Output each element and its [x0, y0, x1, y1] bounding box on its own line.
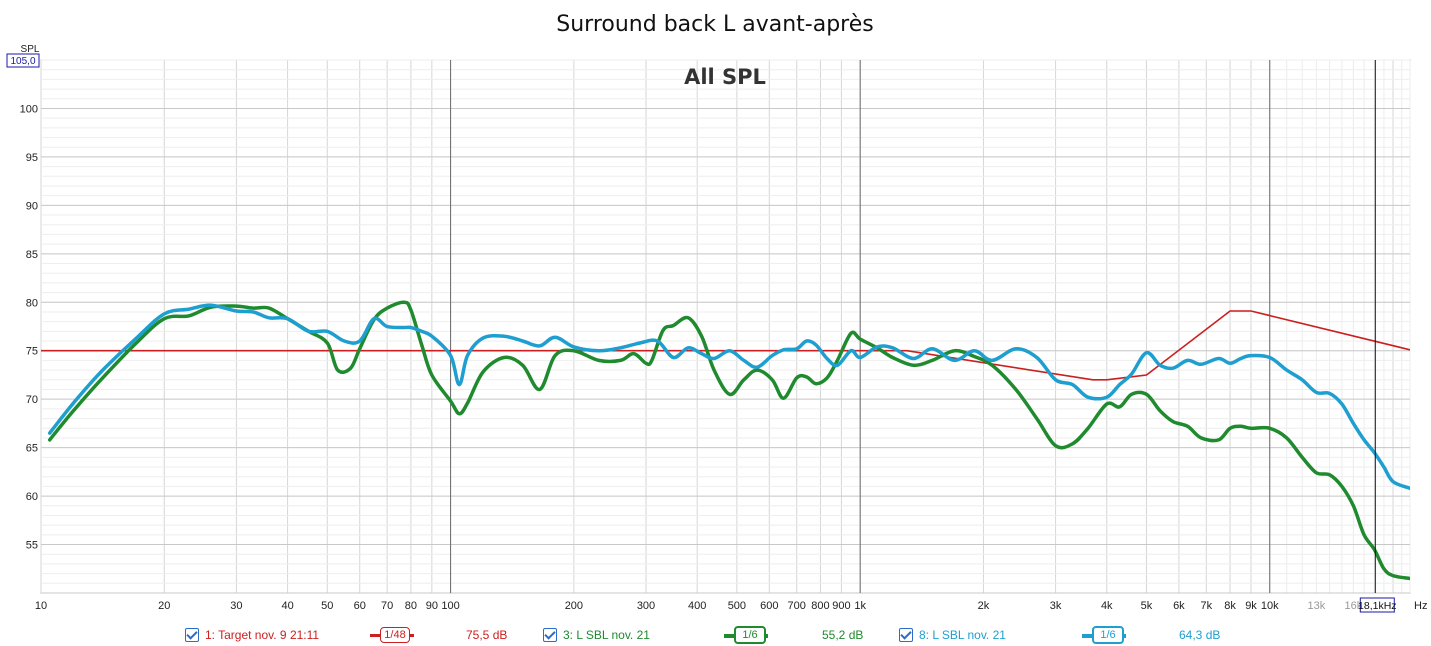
chart-subtitle: All SPL	[684, 65, 766, 89]
series-after	[47, 303, 1410, 491]
cursor-readout: 18,1kHz	[1358, 600, 1397, 612]
x-tick-label: 10	[35, 600, 47, 612]
y-axis-label: SPL	[21, 44, 40, 55]
legend-label-before: 3: L SBL nov. 21	[563, 628, 650, 642]
checkbox-icon[interactable]	[185, 628, 199, 642]
cursor-readout-box	[1359, 597, 1395, 613]
plot-area[interactable]	[40, 59, 1411, 594]
y-tick-label: 100	[20, 103, 38, 115]
x-tick-label: 6k	[1173, 600, 1185, 612]
smoothing-target[interactable]: 1/48	[370, 627, 424, 643]
y-tick-label: 60	[26, 491, 38, 503]
x-tick-label: 40	[281, 600, 293, 612]
x-tick-label: 20	[158, 600, 170, 612]
level-before: 55,2 dB	[822, 628, 864, 642]
x-tick-label: 2k	[978, 600, 990, 612]
y-readout-box	[6, 53, 40, 68]
y-tick-label: 85	[26, 249, 38, 261]
x-tick-label: 3k	[1050, 600, 1062, 612]
x-tick-label: 500	[728, 600, 746, 612]
x-tick-label: 9k	[1245, 600, 1257, 612]
y-tick-label: 55	[26, 540, 38, 552]
plot-frame	[40, 59, 1411, 594]
checkbox-icon[interactable]	[543, 628, 557, 642]
x-tick-label: 400	[688, 600, 706, 612]
legend-entry-target[interactable]: 1: Target nov. 9 21:11	[185, 626, 319, 644]
smoothing-label-target: 1/48	[380, 627, 410, 643]
legend-entry-after[interactable]: 8: L SBL nov. 21	[899, 626, 1006, 644]
x-tick-label: 50	[321, 600, 333, 612]
cursor[interactable]: 18,1kHz	[1358, 60, 1397, 613]
x-tick-label: 800	[811, 600, 829, 612]
x-tick-label: 70	[381, 600, 393, 612]
level-target: 75,5 dB	[466, 628, 508, 642]
x-tick-label: 200	[565, 600, 583, 612]
chart-title: Surround back L avant-après	[556, 12, 873, 37]
x-tick-label: 10k	[1261, 600, 1279, 612]
x-axis-unit: Hz	[1414, 600, 1427, 612]
y-readout: 105,0	[10, 56, 35, 67]
smoothing-label-after: 1/6	[1092, 626, 1124, 644]
series-before	[47, 300, 1410, 581]
x-tick-label: 5k	[1141, 600, 1153, 612]
legend-label-after: 8: L SBL nov. 21	[919, 628, 1006, 642]
y-tick-label: 95	[26, 152, 38, 164]
x-tick-label: 1k	[854, 600, 866, 612]
x-tick-label: 8k	[1224, 600, 1236, 612]
x-tick-label: 700	[788, 600, 806, 612]
x-tick-label: 600	[760, 600, 778, 612]
level-after: 64,3 dB	[1179, 628, 1221, 642]
x-tick-label: 900	[832, 600, 850, 612]
series-layer	[41, 300, 1410, 581]
y-tick-label: 65	[26, 443, 38, 455]
smoothing-label-before: 1/6	[734, 626, 766, 644]
y-tick-label: 75	[26, 346, 38, 358]
x-tick-label: 13k	[1308, 600, 1326, 612]
y-tick-label: 80	[26, 297, 38, 309]
x-tick-label: 30	[230, 600, 242, 612]
x-tick-label: 100	[441, 600, 459, 612]
legend-entry-before[interactable]: 3: L SBL nov. 21	[543, 626, 650, 644]
x-tick-label: 80	[405, 600, 417, 612]
x-tick-label: 16k	[1344, 600, 1362, 612]
x-tick-label: 90	[426, 600, 438, 612]
legend-label-target: 1: Target nov. 9 21:11	[205, 628, 320, 642]
y-tick-label: 90	[26, 200, 38, 212]
y-tick-label: 70	[26, 394, 38, 406]
smoothing-before[interactable]: 1/6	[724, 626, 778, 644]
x-tick-label: 7k	[1200, 600, 1212, 612]
x-tick-label: 4k	[1101, 600, 1113, 612]
smoothing-after[interactable]: 1/6	[1082, 626, 1136, 644]
x-tick-label: 300	[637, 600, 655, 612]
x-tick-label: 60	[354, 600, 366, 612]
checkbox-icon[interactable]	[899, 628, 913, 642]
